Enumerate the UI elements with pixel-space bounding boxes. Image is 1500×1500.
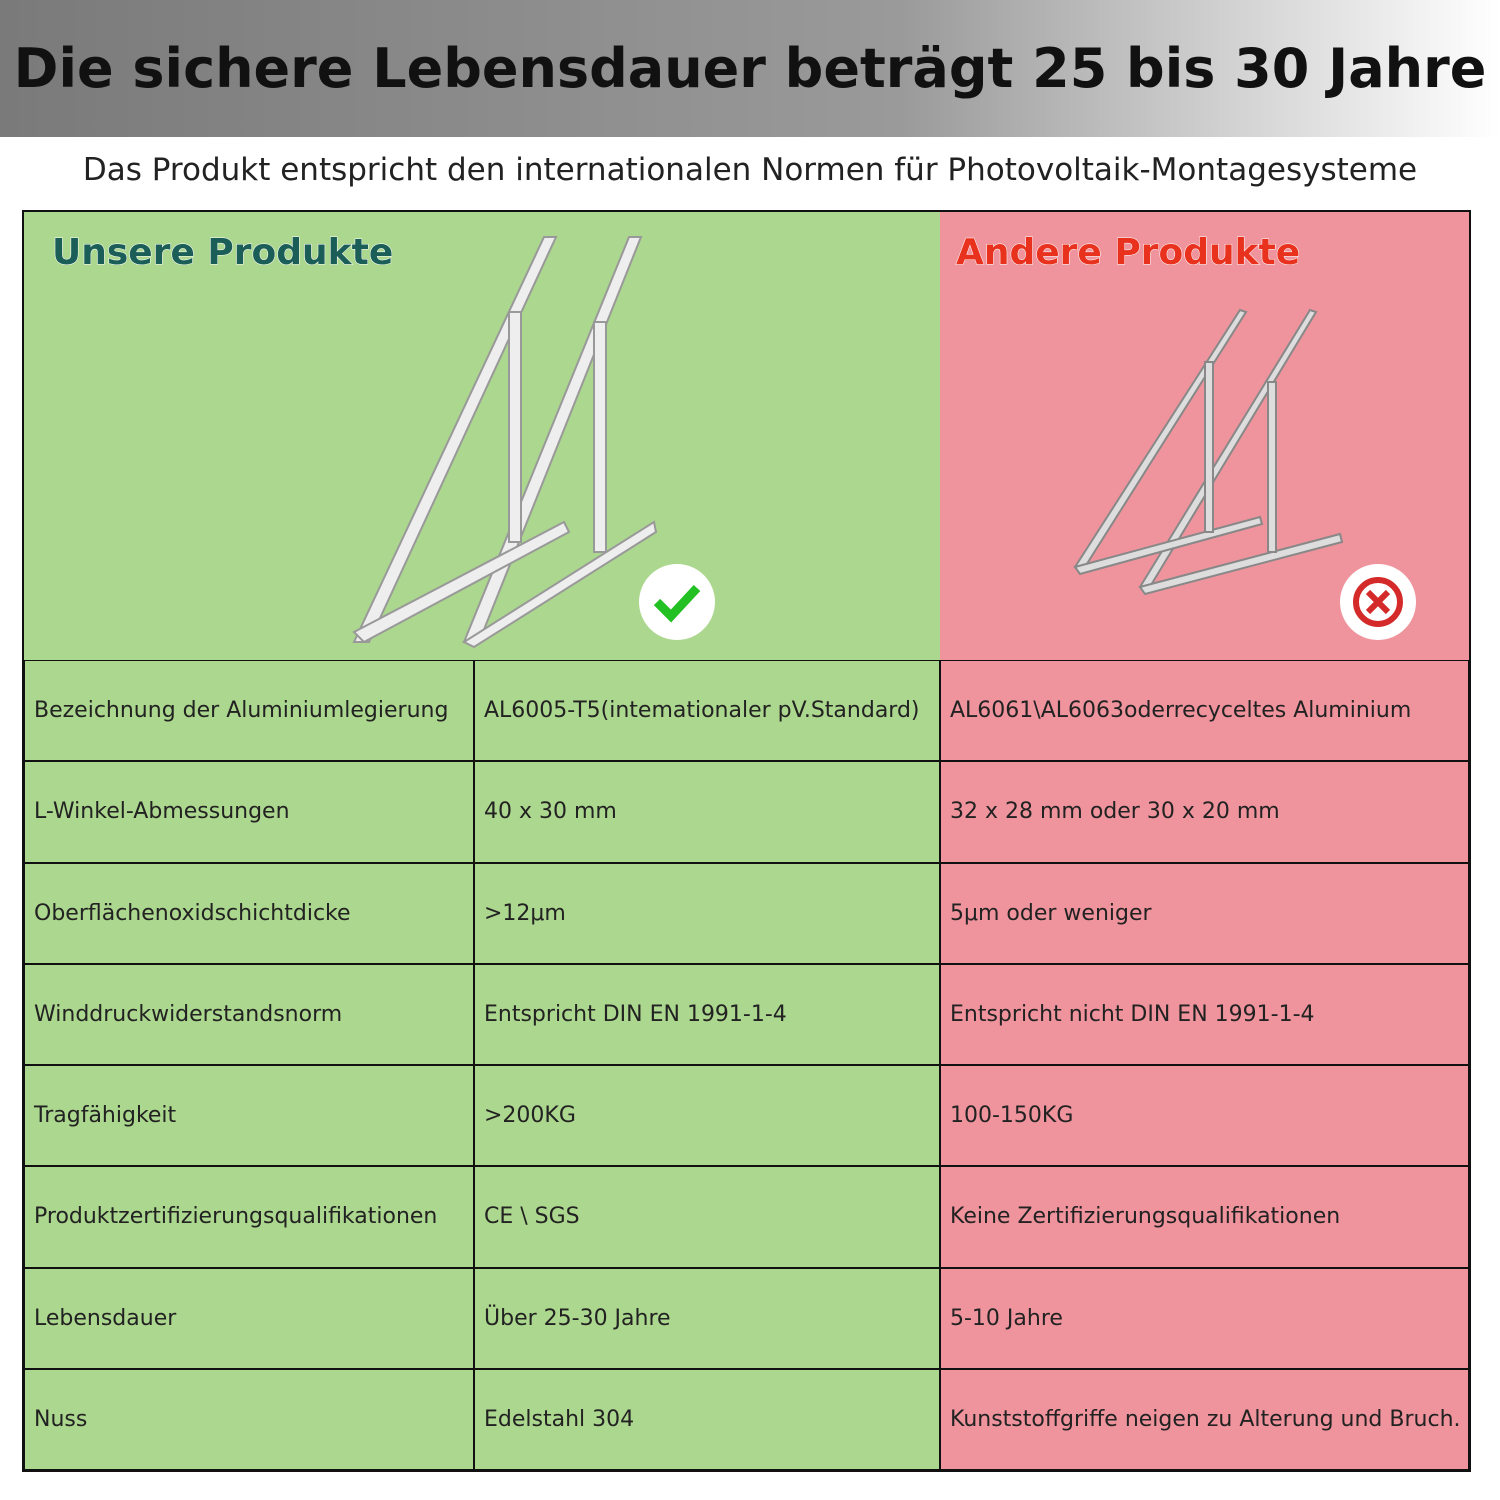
table-cell: 32 x 28 mm oder 30 x 20 mm: [940, 761, 1469, 863]
table-cell: Kunststoffgriffe neigen zu Alterung und …: [940, 1368, 1469, 1470]
subtitle: Das Produkt entspricht den international…: [82, 152, 1418, 188]
comparison-table: Unsere Produkte Andere Produkte Bezeichn…: [22, 210, 1471, 1472]
table-cell: L-Winkel-Abmessungen: [24, 761, 474, 863]
table-cell: Bezeichnung der Aluminiumlegierung: [24, 660, 474, 762]
table-cell: Oberflächenoxidschichtdicke: [24, 862, 474, 964]
table-cell: Entspricht DIN EN 1991-1-4: [474, 963, 940, 1065]
title: Die sichere Lebensdauer beträgt 25 bis 3…: [13, 37, 1487, 100]
table-cell: Lebensdauer: [24, 1267, 474, 1369]
table-cell: Über 25-30 Jahre: [474, 1267, 940, 1369]
table-cell: AL6061\AL6063oderrecyceltes Aluminium: [940, 660, 1469, 762]
others-heading: Andere Produkte: [955, 232, 1301, 274]
table-cell: 40 x 30 mm: [474, 761, 940, 863]
table-cell: 5μm oder weniger: [940, 862, 1469, 964]
competitor-image: [1073, 308, 1416, 640]
table-cell: Entspricht nicht DIN EN 1991-1-4: [940, 963, 1469, 1065]
table-cell: Winddruckwiderstandsnorm: [24, 963, 474, 1065]
ours-panel: Unsere Produkte: [24, 212, 940, 660]
header: Die sichere Lebensdauer beträgt 25 bis 3…: [0, 0, 1500, 137]
table-cell: Nuss: [24, 1368, 474, 1470]
table-cell: CE \ SGS: [474, 1166, 940, 1268]
table-cell: AL6005-T5(intemationaler pV.Standard): [474, 660, 940, 762]
table-cell: Edelstahl 304: [474, 1368, 940, 1470]
table-cell: Tragfähigkeit: [24, 1065, 474, 1167]
product-image: [352, 236, 715, 649]
table-cell: 100-150KG: [940, 1065, 1469, 1167]
table-cell: Produktzertifizierungsqualifikationen: [24, 1166, 474, 1268]
ours-heading: Unsere Produkte: [51, 232, 394, 274]
table-cell: 5-10 Jahre: [940, 1267, 1469, 1369]
others-panel: Andere Produkte: [940, 212, 1469, 660]
table-cell: >12μm: [474, 862, 940, 964]
table-cell: >200KG: [474, 1065, 940, 1167]
table-cell: Keine Zertifizierungsqualifikationen: [940, 1166, 1469, 1268]
